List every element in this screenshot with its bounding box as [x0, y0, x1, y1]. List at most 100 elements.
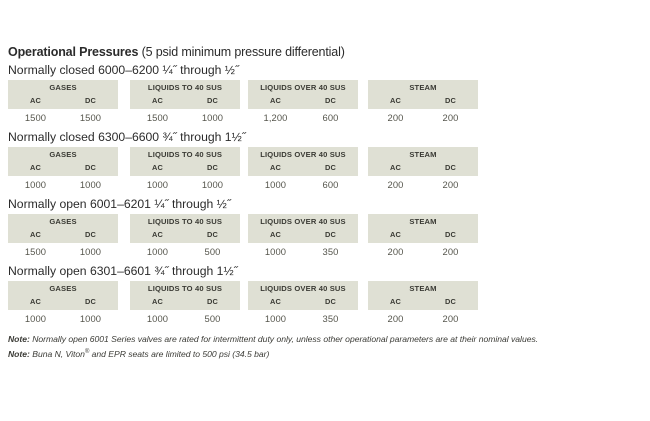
column-group-title: LIQUIDS TO 40 SUS — [147, 284, 223, 293]
column-subheader-dc: DC — [206, 96, 219, 105]
column-group-liquids-to-40-sus: LIQUIDS TO 40 SUS AC DC 1000 500 — [130, 214, 240, 257]
value-dc: 500 — [204, 246, 221, 257]
column-subheader-row: AC DC — [368, 293, 478, 306]
column-group-band: GASES AC DC — [8, 281, 118, 310]
column-subheader-row: AC DC — [130, 293, 240, 306]
column-group-band: LIQUIDS TO 40 SUS AC DC — [130, 214, 240, 243]
value-dc: 1000 — [79, 246, 102, 257]
page-title-main: Operational Pressures — [8, 45, 139, 59]
value-dc: 500 — [204, 313, 221, 324]
column-subheader-dc: DC — [324, 163, 337, 172]
column-subheader-ac: AC — [269, 297, 282, 306]
column-subheader-ac: AC — [389, 230, 402, 239]
column-group-title: LIQUIDS OVER 40 SUS — [260, 217, 346, 226]
column-group-band: STEAM AC DC — [368, 281, 478, 310]
column-subheader-dc: DC — [206, 163, 219, 172]
column-subheader-row: AC DC — [8, 92, 118, 105]
column-group-band: LIQUIDS TO 40 SUS AC DC — [130, 80, 240, 109]
column-subheader-ac: AC — [269, 230, 282, 239]
note-label: Note: — [8, 334, 30, 344]
column-group-gases: GASES AC DC 1000 1000 — [8, 147, 118, 190]
column-subheader-row: AC DC — [8, 293, 118, 306]
value-dc: 1000 — [201, 179, 224, 190]
value-ac: 1000 — [264, 179, 287, 190]
document-content: Operational Pressures (5 psid minimum pr… — [8, 44, 642, 360]
column-subheader-dc: DC — [444, 96, 457, 105]
column-group-title: LIQUIDS TO 40 SUS — [147, 150, 223, 159]
column-group-band: LIQUIDS TO 40 SUS AC DC — [130, 281, 240, 310]
value-dc: 200 — [442, 179, 459, 190]
page-title-qualifier: (5 psid minimum pressure differential) — [141, 45, 345, 59]
column-subheader-ac: AC — [389, 297, 402, 306]
value-dc: 1000 — [201, 112, 224, 123]
pressure-section: Normally closed 6000–6200 ¼˝ through ½˝ … — [8, 62, 642, 127]
page-title: Operational Pressures (5 psid minimum pr… — [8, 44, 642, 60]
note-text-after: and EPR seats are limited to 500 psi (34… — [91, 348, 270, 359]
column-group-title: LIQUIDS OVER 40 SUS — [260, 150, 346, 159]
value-row: 1500 1000 — [8, 243, 118, 257]
column-group-title: GASES — [49, 83, 77, 92]
column-subheader-row: AC DC — [130, 159, 240, 172]
value-dc: 600 — [322, 179, 339, 190]
value-ac: 1500 — [146, 112, 169, 123]
column-group-band: STEAM AC DC — [368, 80, 478, 109]
column-subheader-ac: AC — [151, 297, 164, 306]
column-subheader-row: AC DC — [130, 92, 240, 105]
column-group-band: LIQUIDS OVER 40 SUS AC DC — [248, 80, 358, 109]
column-subheader-row: AC DC — [248, 226, 358, 239]
section-heading: Normally open 6301–6601 ¾˝ through 1½˝ — [8, 264, 238, 278]
value-row: 1000 1000 — [8, 310, 118, 324]
column-group-band: LIQUIDS OVER 40 SUS AC DC — [248, 214, 358, 243]
notes-block: Note: Normally open 6001 Series valves a… — [8, 333, 642, 360]
value-ac: 1000 — [146, 246, 169, 257]
column-subheader-ac: AC — [269, 96, 282, 105]
column-group-title: GASES — [49, 284, 77, 293]
pressure-section: Normally open 6001–6201 ¼˝ through ½˝ GA… — [8, 196, 642, 261]
column-subheader-row: AC DC — [8, 159, 118, 172]
note-item: Note: Normally open 6001 Series valves a… — [8, 333, 642, 346]
registered-trademark-icon: ® — [84, 348, 90, 355]
column-group-band: GASES AC DC — [8, 214, 118, 243]
column-subheader-ac: AC — [269, 163, 282, 172]
note-text: Normally open 6001 Series valves are rat… — [32, 334, 539, 344]
section-heading: Normally closed 6300–6600 ¾˝ through 1½˝ — [8, 130, 246, 144]
column-group-title: STEAM — [409, 217, 437, 226]
column-subheader-ac: AC — [151, 96, 164, 105]
column-group-band: GASES AC DC — [8, 147, 118, 176]
value-ac: 200 — [387, 112, 404, 123]
column-group-liquids-to-40-sus: LIQUIDS TO 40 SUS AC DC 1000 500 — [130, 281, 240, 324]
value-ac: 200 — [387, 313, 404, 324]
column-group-steam: STEAM AC DC 200 200 — [368, 281, 478, 324]
column-subheader-row: AC DC — [368, 92, 478, 105]
column-group-gases: GASES AC DC 1000 1000 — [8, 281, 118, 324]
value-dc: 200 — [442, 246, 459, 257]
column-group-title: STEAM — [409, 83, 437, 92]
value-row: 1000 500 — [130, 310, 240, 324]
pressure-table: GASES AC DC 1500 1500 LIQUIDS TO 40 SUS — [8, 80, 642, 127]
value-row: 1,200 600 — [248, 109, 358, 123]
column-group-liquids-to-40-sus: LIQUIDS TO 40 SUS AC DC 1000 1000 — [130, 147, 240, 190]
column-subheader-row: AC DC — [248, 159, 358, 172]
value-row: 1000 600 — [248, 176, 358, 190]
note-item: Note: Buna N, Viton® and EPR seats are l… — [8, 346, 642, 360]
column-group-liquids-over-40-sus: LIQUIDS OVER 40 SUS AC DC 1000 350 — [248, 281, 358, 324]
pressure-section: Normally closed 6300–6600 ¾˝ through 1½˝… — [8, 129, 642, 194]
column-subheader-row: AC DC — [248, 293, 358, 306]
value-ac: 1000 — [24, 179, 47, 190]
value-row: 1000 1000 — [130, 176, 240, 190]
column-subheader-row: AC DC — [368, 159, 478, 172]
column-group-band: STEAM AC DC — [368, 147, 478, 176]
value-ac: 1000 — [146, 179, 169, 190]
column-subheader-ac: AC — [29, 96, 42, 105]
value-row: 200 200 — [368, 243, 478, 257]
column-group-liquids-over-40-sus: LIQUIDS OVER 40 SUS AC DC 1,200 600 — [248, 80, 358, 123]
column-subheader-ac: AC — [389, 96, 402, 105]
column-subheader-ac: AC — [29, 163, 42, 172]
column-group-steam: STEAM AC DC 200 200 — [368, 214, 478, 257]
value-ac: 1,200 — [263, 112, 288, 123]
column-group-gases: GASES AC DC 1500 1500 — [8, 80, 118, 123]
value-ac: 1000 — [24, 313, 47, 324]
value-ac: 1500 — [24, 246, 47, 257]
note-text-before: Buna N, Viton — [32, 348, 85, 359]
